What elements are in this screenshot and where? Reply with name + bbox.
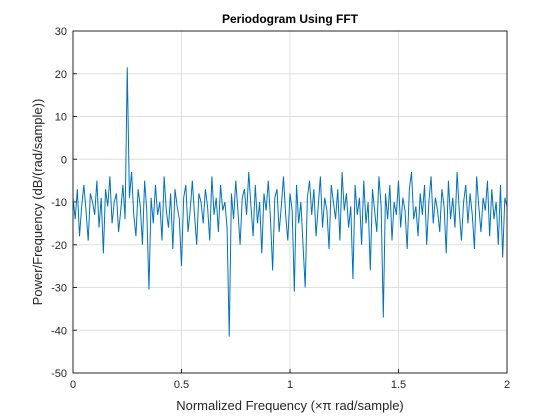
y-tick-label: -30 — [51, 283, 67, 295]
x-tick-label: 2 — [504, 379, 510, 391]
y-tick-label: 30 — [55, 26, 67, 38]
x-tick-label: 0.5 — [174, 379, 189, 391]
x-axis-label: Normalized Frequency (×π rad/sample) — [176, 398, 404, 413]
y-tick-label: 20 — [55, 69, 67, 81]
y-tick-label: -40 — [51, 325, 67, 337]
y-axis-label: Power/Frequency (dB/(rad/sample)) — [30, 99, 45, 306]
y-tick-label: 0 — [61, 154, 67, 166]
y-tick-label: -20 — [51, 240, 67, 252]
x-tick-label: 0 — [70, 379, 76, 391]
y-tick-label: 10 — [55, 112, 67, 124]
x-tick-label: 1 — [287, 379, 293, 391]
x-tick-label: 1.5 — [391, 379, 406, 391]
y-tick-label: -10 — [51, 197, 67, 209]
axes-box — [72, 30, 508, 374]
chart-title: Periodogram Using FFT — [222, 12, 359, 26]
y-tick-label: -50 — [51, 368, 67, 380]
series-line — [72, 67, 508, 337]
